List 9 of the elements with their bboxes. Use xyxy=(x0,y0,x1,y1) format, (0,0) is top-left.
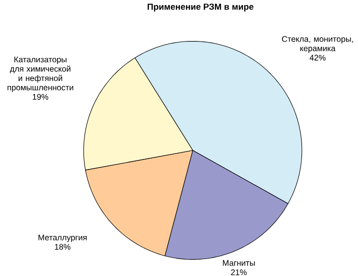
slice-label: Катализаторы для химической и нефтяной промышленности xyxy=(8,56,74,92)
data-label: 19% xyxy=(32,94,48,100)
slice-label: Магниты xyxy=(222,260,255,266)
data-label: 18% xyxy=(54,244,70,250)
data-label: 21% xyxy=(231,269,247,276)
data-label: 42% xyxy=(310,54,326,60)
chart-title: Применение РЗМ в мире xyxy=(148,4,254,12)
slice-label: Металлургия xyxy=(38,234,87,242)
slice-label: Стекла, мониторы, керамика xyxy=(282,36,353,53)
